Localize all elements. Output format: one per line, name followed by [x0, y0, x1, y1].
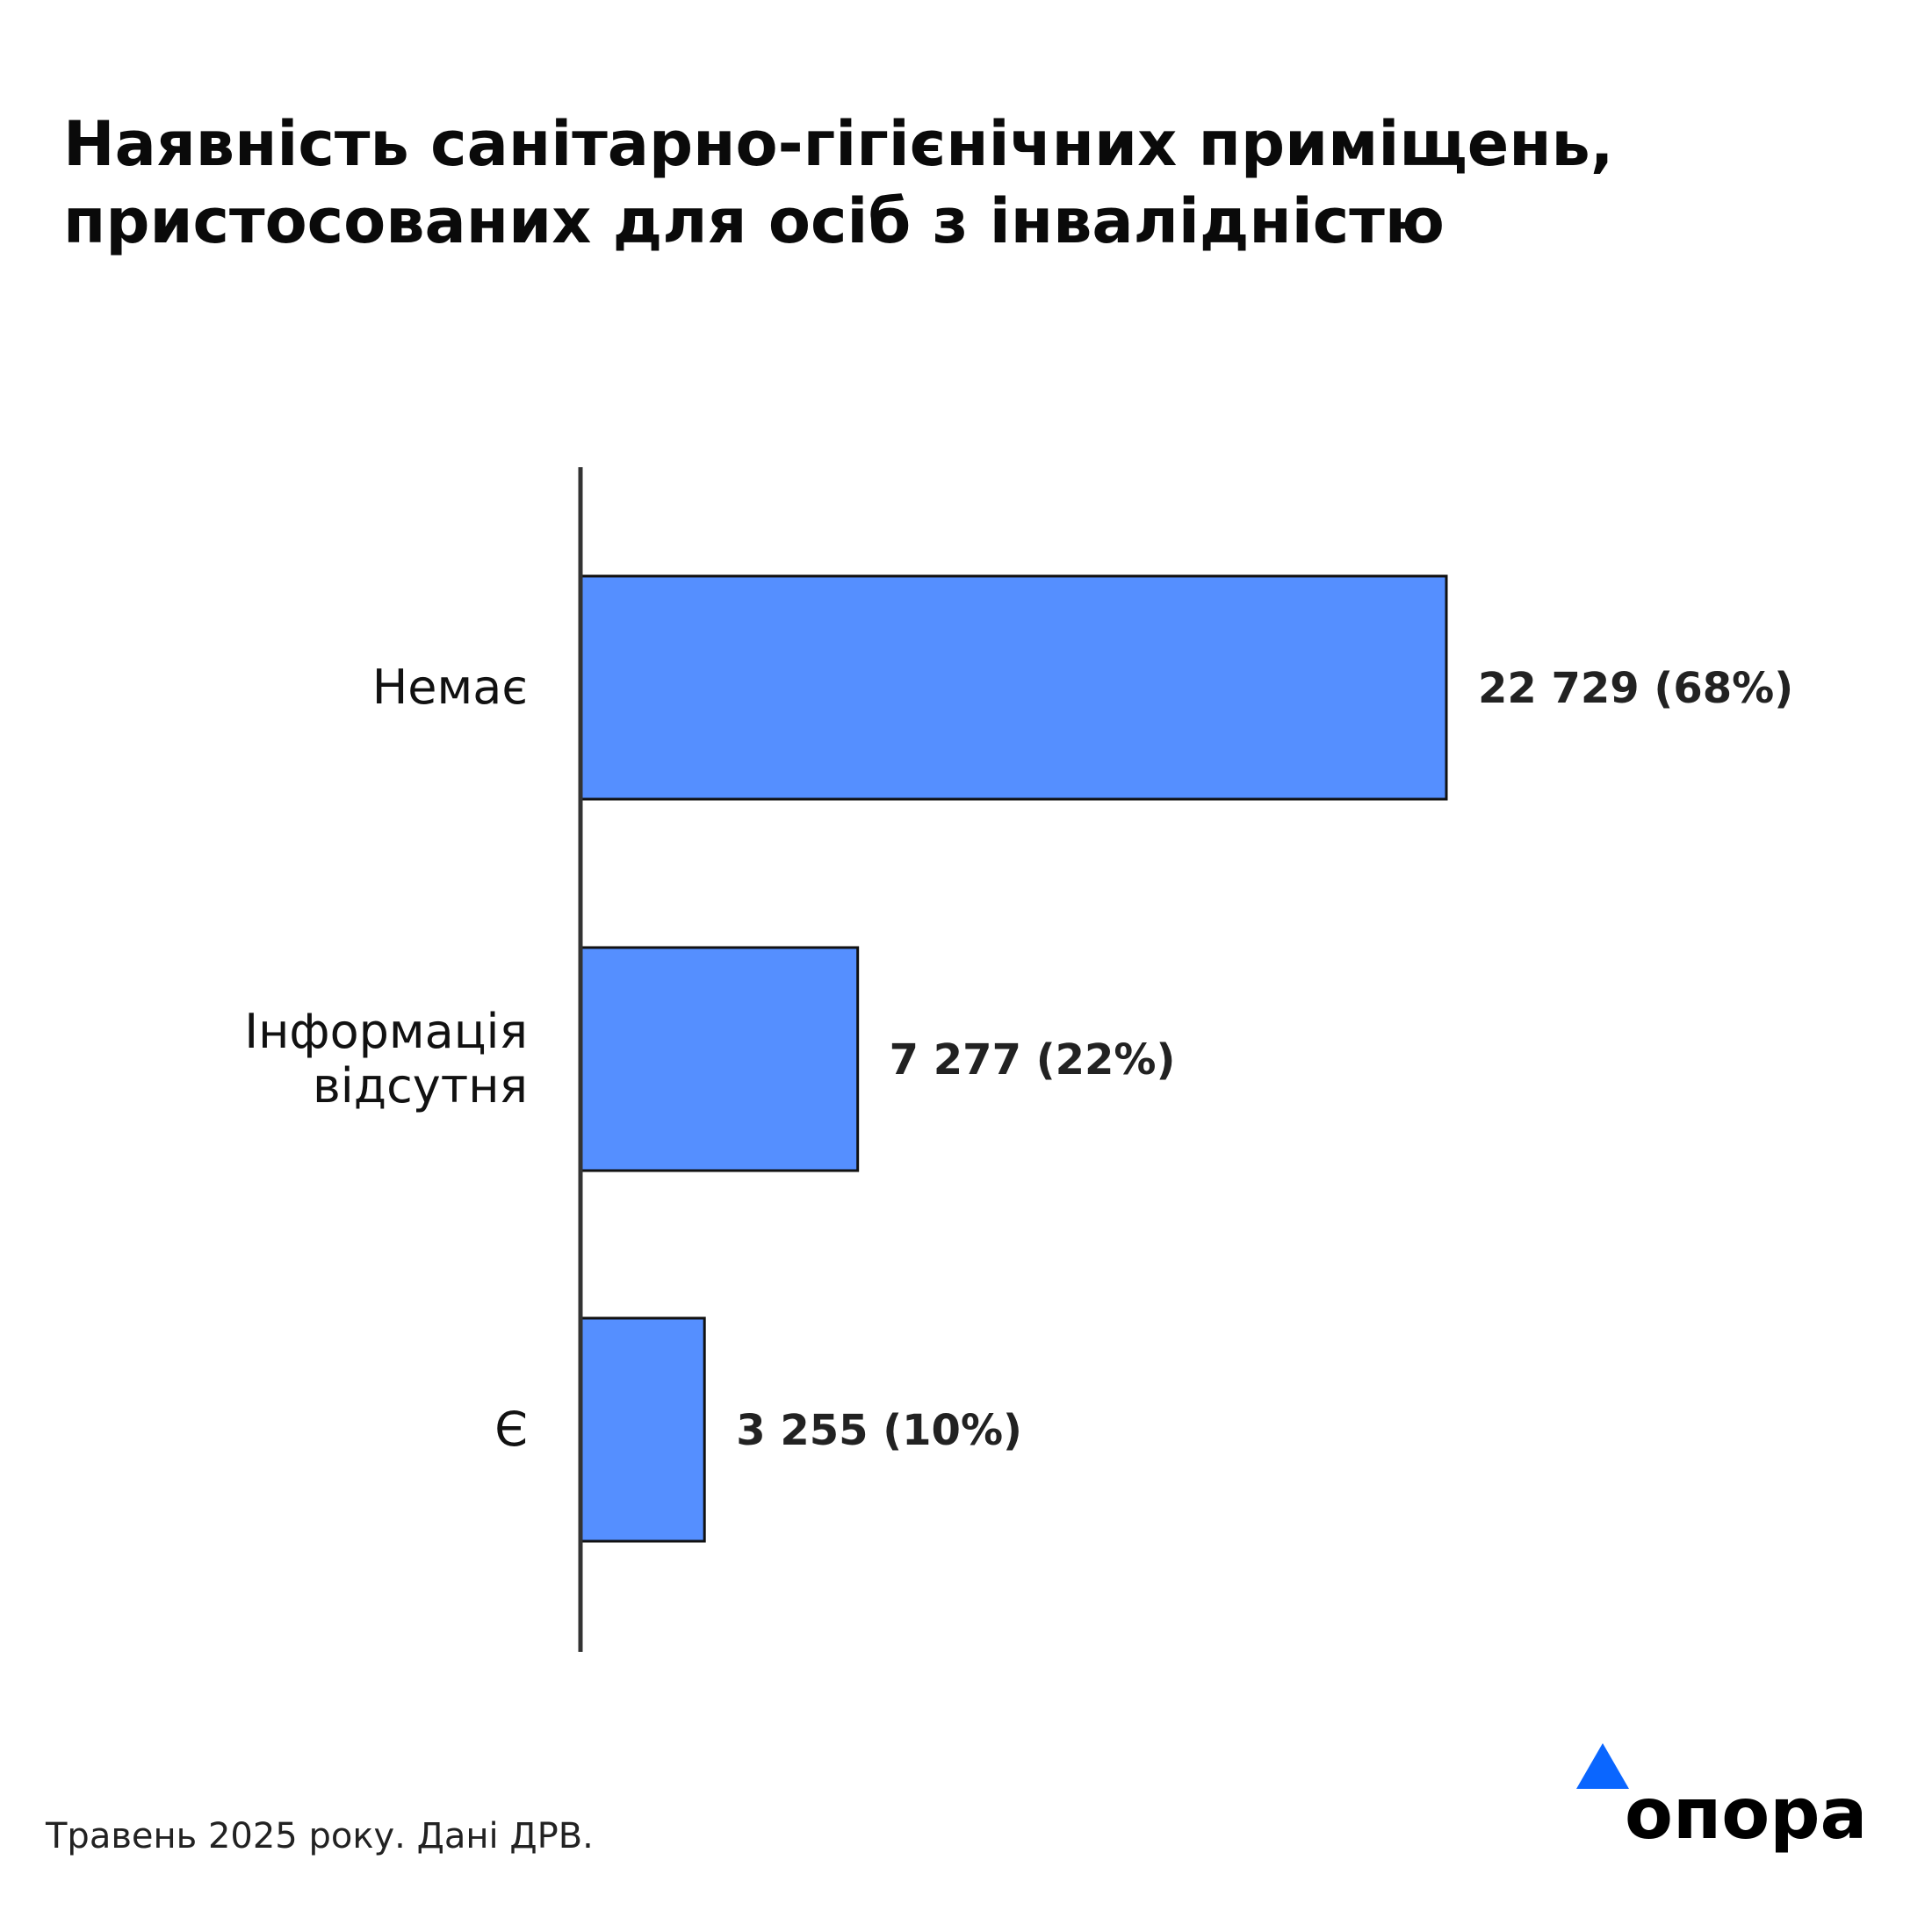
title-line-1: Наявність санітарно-гігієнічних приміщен… [63, 108, 1614, 180]
logo-text: опора [1625, 1773, 1862, 1855]
title-line-2: пристосованих для осіб з інвалідністю [63, 185, 1445, 257]
chart-title: Наявність санітарно-гігієнічних приміщен… [63, 105, 1613, 260]
opora-logo: опора [1576, 1743, 1862, 1855]
category-label: Немає [372, 660, 528, 715]
category-label: Є [494, 1402, 528, 1457]
bar [579, 946, 860, 1172]
category-label: Інформація [244, 1004, 528, 1059]
logo-triangle-icon [1576, 1743, 1629, 1789]
value-label: 7 277 (22%) [890, 1035, 1176, 1085]
source-note: Травень 2025 року. Дані ДРВ. [46, 1816, 594, 1856]
bar [579, 574, 1448, 801]
value-label: 3 255 (10%) [736, 1406, 1022, 1455]
value-label: 22 729 (68%) [1478, 664, 1793, 713]
category-label: відсутня [313, 1058, 528, 1114]
bar [579, 1316, 706, 1543]
